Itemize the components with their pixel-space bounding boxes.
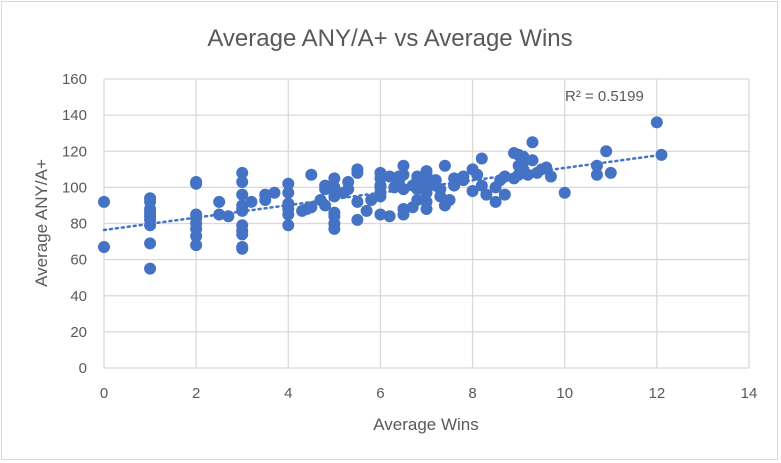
data-point: [305, 168, 318, 181]
data-point: [236, 188, 249, 201]
data-point: [466, 184, 479, 197]
data-point: [360, 204, 373, 217]
data-point: [420, 186, 433, 199]
data-point: [397, 168, 410, 181]
r-squared-label: R² = 0.5199: [565, 88, 644, 105]
data-point: [438, 159, 451, 172]
data-point: [521, 168, 534, 181]
data-point: [144, 237, 157, 250]
data-point: [236, 204, 249, 217]
data-point: [397, 159, 410, 172]
data-point: [236, 175, 249, 188]
data-point: [498, 188, 511, 201]
data-point: [489, 195, 502, 208]
data-point: [259, 194, 272, 207]
data-point: [498, 170, 511, 183]
y-tick-label: 120: [62, 143, 87, 160]
data-point: [282, 186, 295, 199]
x-tick-label: 14: [741, 385, 758, 402]
data-point: [544, 170, 557, 183]
chart-title: Average ANY/A+ vs Average Wins: [207, 25, 572, 52]
data-point: [190, 239, 203, 252]
data-point: [471, 168, 484, 181]
data-point: [328, 181, 341, 194]
data-point: [365, 194, 378, 207]
y-tick-label: 40: [70, 288, 87, 305]
data-point: [526, 136, 539, 149]
data-point: [480, 188, 493, 201]
data-point: [475, 152, 488, 165]
data-point: [411, 174, 424, 187]
data-point: [397, 208, 410, 221]
data-point: [397, 183, 410, 196]
data-point: [236, 166, 249, 179]
y-tick-label: 160: [62, 71, 87, 88]
data-point: [443, 194, 456, 207]
x-tick-label: 6: [376, 385, 384, 402]
x-tick-label: 4: [284, 385, 292, 402]
y-tick-label: 0: [79, 360, 87, 377]
data-point: [351, 166, 364, 179]
data-point: [526, 154, 539, 167]
data-point: [411, 194, 424, 207]
data-point: [282, 177, 295, 190]
data-point: [448, 179, 461, 192]
data-point: [282, 219, 295, 232]
data-point: [213, 208, 226, 221]
data-point: [190, 177, 203, 190]
y-tick-label: 60: [70, 252, 87, 269]
data-point: [328, 190, 341, 203]
data-point: [655, 148, 668, 161]
data-point: [144, 262, 157, 275]
data-point: [319, 183, 332, 196]
data-point: [98, 240, 110, 253]
data-point: [374, 208, 387, 221]
data-point: [590, 168, 603, 181]
y-tick-label: 100: [62, 179, 87, 196]
x-tick-label: 2: [192, 385, 200, 402]
data-point: [420, 203, 433, 216]
data-point: [604, 166, 617, 179]
y-tick-label: 20: [70, 324, 87, 341]
data-point: [236, 228, 249, 241]
data-point: [457, 174, 470, 187]
data-point: [600, 145, 613, 158]
data-point: [590, 159, 603, 172]
x-tick-label: 0: [100, 385, 108, 402]
data-point: [328, 172, 341, 185]
data-point: [282, 208, 295, 221]
data-point: [351, 213, 364, 226]
data-point: [434, 190, 447, 203]
data-point: [98, 195, 110, 208]
x-axis-title: Average Wins: [373, 415, 479, 434]
data-point: [144, 219, 157, 232]
data-point: [319, 199, 332, 212]
data-point: [328, 222, 341, 235]
data-point: [374, 190, 387, 203]
data-point: [475, 179, 488, 192]
y-tick-label: 80: [70, 216, 87, 233]
y-axis-title: Average ANY/A+: [32, 159, 51, 287]
data-point: [342, 183, 355, 196]
data-point: [222, 210, 235, 223]
data-point: [300, 203, 313, 216]
data-point: [190, 230, 203, 243]
data-point: [650, 116, 663, 129]
data-point: [558, 186, 571, 199]
y-tick-label: 140: [62, 107, 87, 124]
data-point: [245, 195, 258, 208]
data-point: [383, 210, 396, 223]
data-point: [268, 186, 281, 199]
data-point: [540, 161, 553, 174]
data-point: [213, 195, 226, 208]
x-tick-label: 12: [649, 385, 666, 402]
data-point: [411, 183, 424, 196]
data-point: [236, 242, 249, 255]
x-tick-label: 8: [468, 385, 476, 402]
data-point: [383, 170, 396, 183]
x-tick-label: 10: [556, 385, 573, 402]
data-point: [351, 195, 364, 208]
